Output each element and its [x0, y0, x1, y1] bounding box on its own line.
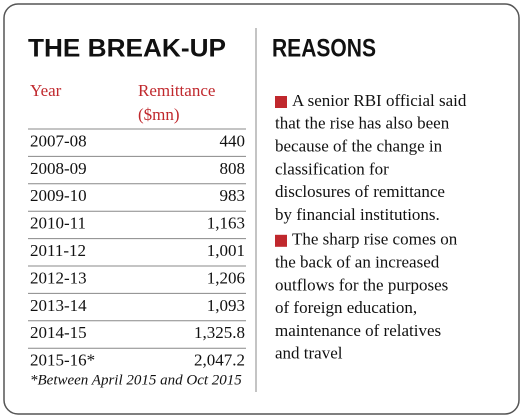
- right-title: REASONS: [272, 35, 376, 63]
- year-cell: 2014-15: [30, 323, 87, 342]
- year-cell: 2013-14: [30, 296, 87, 315]
- frame: [3, 3, 520, 415]
- year-cell: 2010-11: [30, 214, 86, 233]
- bullet-line: maintenance of relatives: [275, 321, 441, 340]
- value-cell: 1,206: [207, 268, 245, 287]
- value-cell: 440: [220, 131, 246, 150]
- bullet-square: [275, 96, 287, 108]
- left-title: THE BREAK-UP: [28, 35, 226, 63]
- bullet-line: outflows for the purposes: [275, 275, 448, 294]
- header-year: Year: [30, 81, 62, 100]
- year-cell: 2009-10: [30, 186, 87, 205]
- header-remittance: Remittance: [138, 81, 215, 100]
- value-cell: 983: [220, 186, 246, 205]
- bullet-line: because of the change in: [275, 137, 443, 156]
- value-cell: 1,325.8: [194, 323, 245, 342]
- bullet-line: The sharp rise comes on: [292, 230, 458, 249]
- bullet-line: classification for: [275, 159, 389, 178]
- bullet-line: of foreign education,: [275, 298, 417, 317]
- bullet-line: disclosures of remittance: [275, 182, 445, 201]
- year-cell: 2007-08: [30, 131, 87, 150]
- bullet-square: [275, 234, 287, 247]
- value-cell: 1,163: [207, 214, 245, 233]
- year-cell: 2012-13: [30, 268, 87, 287]
- bullet-line: that the rise has also been: [275, 114, 450, 133]
- footnote: *Between April 2015 and Oct 2015: [30, 372, 242, 388]
- year-cell: 2015-16*: [30, 351, 95, 370]
- value-cell: 1,001: [207, 241, 245, 260]
- bullet-line: the back of an increased: [275, 253, 440, 272]
- year-cell: 2011-12: [30, 241, 86, 260]
- bullet-line: A senior RBI official said: [292, 91, 467, 110]
- header-unit: ($mn): [138, 105, 180, 124]
- bullet-line: and travel: [275, 344, 343, 363]
- value-cell: 808: [220, 159, 246, 178]
- value-cell: 2,047.2: [194, 351, 245, 370]
- bullet-line: by financial institutions.: [275, 205, 440, 224]
- year-cell: 2008-09: [30, 159, 87, 178]
- value-cell: 1,093: [207, 296, 245, 315]
